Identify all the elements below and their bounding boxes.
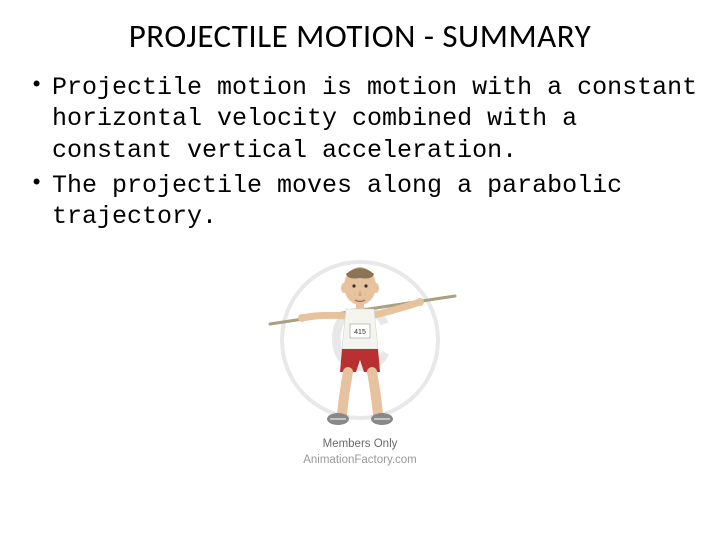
bullet-item: The projectile moves along a parabolic t…: [26, 170, 700, 233]
figure-container: C: [245, 244, 475, 474]
bib-number: 415: [354, 329, 366, 336]
slide-title: PROJECTILE MOTION - SUMMARY: [20, 16, 700, 56]
bullet-item: Projectile motion is motion with a const…: [26, 72, 700, 166]
slide-container: PROJECTILE MOTION - SUMMARY Projectile m…: [0, 0, 720, 540]
caption-line-1: Members Only: [245, 437, 475, 453]
caption-line-2: AnimationFactory.com: [245, 453, 475, 469]
javelin-thrower-figure: 415: [260, 254, 460, 434]
bullet-list: Projectile motion is motion with a const…: [20, 72, 700, 232]
figure-caption: Members Only AnimationFactory.com: [245, 437, 475, 468]
